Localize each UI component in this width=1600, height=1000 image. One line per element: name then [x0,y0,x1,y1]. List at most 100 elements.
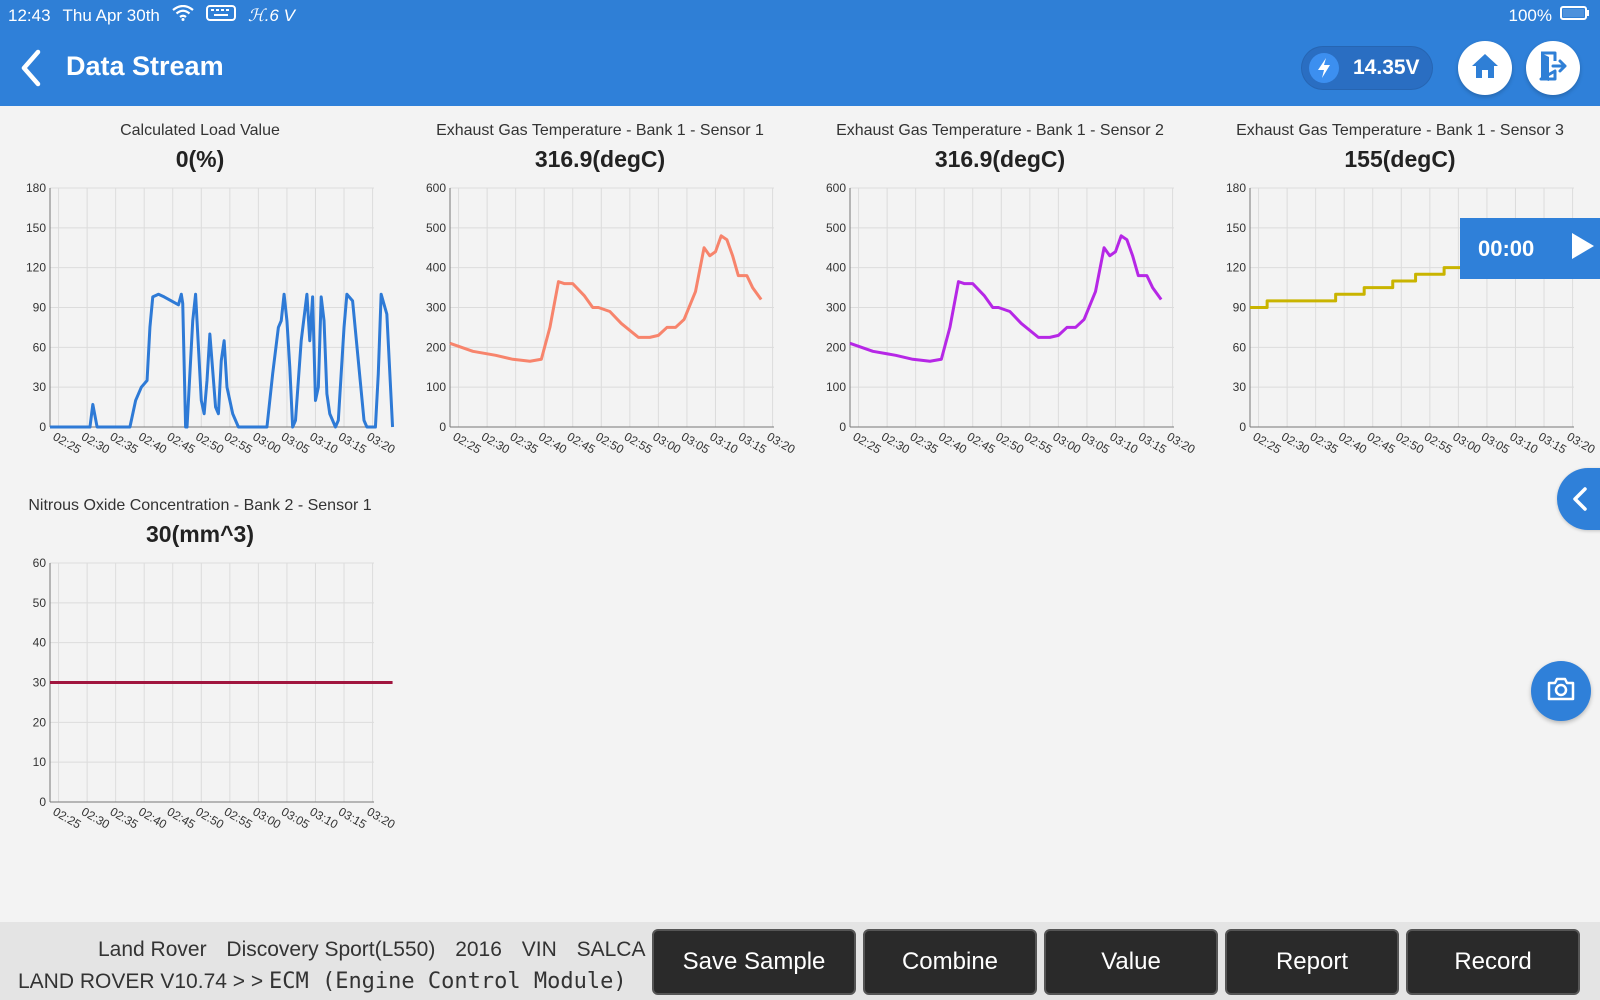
y-tick-label: 400 [826,261,846,275]
x-tick-label: 03:00 [650,429,683,456]
chart-plot: 0 30 60 90 120 150 180 02:2502:3002:3502:4002:4… [26,181,398,457]
x-tick-label: 03:05 [679,429,712,456]
x-tick-label: 02:25 [1251,429,1284,456]
x-tick-label: 03:20 [1165,429,1198,456]
battery-voltage-value: 14.35V [1353,56,1420,79]
x-tick-label: 02:40 [1336,429,1369,456]
x-tick-label: 02:50 [993,429,1026,456]
x-tick-label: 03:15 [336,804,369,831]
x-tick-label: 02:35 [908,429,941,456]
report-button[interactable]: Report [1225,929,1399,995]
series-line [50,292,395,429]
x-tick-label: 02:25 [851,429,884,456]
value-button[interactable]: Value [1044,929,1218,995]
record-timer-button[interactable]: 00:00 [1460,218,1600,279]
breadcrumb: LAND ROVER V10.74 > > ECM (Engine Contro… [18,969,627,994]
x-tick-label: 02:30 [79,804,112,831]
chart-plot: 010203040506002:2502:3002:3502:4002:4502… [33,556,398,832]
x-tick-label: 02:35 [1308,429,1341,456]
x-tick-label: 03:15 [736,429,769,456]
status-date: Thu Apr 30th [62,5,160,25]
chart-current-value: 155(degC) [1344,146,1456,172]
side-panel-toggle[interactable] [1557,468,1600,530]
x-tick-label: 02:40 [136,804,169,831]
x-tick-label: 02:35 [508,429,541,456]
y-tick-label: 300 [826,301,846,315]
series-line [449,234,763,363]
exit-icon [1537,51,1569,86]
x-tick-label: 03:15 [1136,429,1169,456]
chart-egt-bank1-sensor2[interactable]: Exhaust Gas Temperature - Bank 1 - Senso… [800,122,1200,472]
x-tick-label: 02:25 [451,429,484,456]
y-tick-label: 30 [33,676,47,690]
series-line [849,234,1163,363]
vehicle-make: Land Rover [98,938,207,961]
chart-plot: 010020030040050060002:2502:3002:3502:400… [826,181,1198,457]
y-tick-label: 10 [33,755,47,769]
y-tick-label: 150 [26,221,46,235]
x-tick-label: 02:55 [222,429,255,456]
vehicle-info: Land Rover Discovery Sport(L550) 2016 VI… [98,938,646,962]
chart-title: Nitrous Oxide Concentration - Bank 2 - S… [28,497,372,514]
back-button[interactable] [16,48,48,88]
x-tick-label: 02:45 [165,429,198,456]
x-tick-label: 02:45 [1365,429,1398,456]
chart-nox-bank2-sensor1[interactable]: Nitrous Oxide Concentration - Bank 2 - S… [0,497,400,847]
x-tick-label: 02:40 [536,429,569,456]
chart-current-value: 30(mm^3) [145,521,255,547]
chart-calculated-load[interactable]: Calculated Load Value 0(%) 0 30 60 90 120 150… [0,122,400,472]
y-tick-label: 150 [1226,221,1246,235]
x-tick-label: 03:05 [279,804,312,831]
y-tick-label: 200 [426,340,446,354]
x-tick-label: 02:45 [965,429,998,456]
x-tick-label: 03:15 [1536,429,1569,456]
screenshot-button[interactable] [1531,661,1591,721]
x-tick-label: 02:55 [222,804,255,831]
combine-button[interactable]: Combine [863,929,1037,995]
camera-icon [1546,676,1576,707]
x-tick-label: 02:50 [193,429,226,456]
x-tick-label: 03:05 [279,429,312,456]
save-sample-button[interactable]: Save Sample [652,929,856,995]
x-tick-label: 02:35 [108,429,141,456]
chart-title: Exhaust Gas Temperature - Bank 1 - Senso… [1236,122,1564,139]
chart-egt-bank1-sensor1[interactable]: Exhaust Gas Temperature - Bank 1 - Senso… [400,122,800,472]
x-tick-label: 03:10 [707,429,740,456]
y-tick-label: 180 [26,181,46,195]
y-tick-label: 0 [1239,420,1246,434]
lightning-icon [1309,53,1339,83]
battery-voltage-badge: 14.35V [1301,46,1433,90]
x-tick-label: 03:20 [365,429,398,456]
y-tick-label: 0 [39,795,46,809]
x-tick-label: 02:55 [1022,429,1055,456]
x-tick-label: 02:30 [1279,429,1312,456]
x-tick-label: 02:30 [79,429,112,456]
x-tick-label: 03:05 [1479,429,1512,456]
x-tick-label: 02:35 [108,804,141,831]
y-tick-label: 200 [826,340,846,354]
y-tick-label: 400 [426,261,446,275]
x-tick-label: 02:55 [1422,429,1455,456]
chart-current-value: 316.9(degC) [934,146,1066,172]
x-tick-label: 02:50 [1393,429,1426,456]
chart-egt-bank1-sensor3[interactable]: Exhaust Gas Temperature - Bank 1 - Senso… [1200,122,1600,472]
y-tick-label: 120 [1226,261,1246,275]
vin-label: VIN [521,938,557,961]
status-voltage: ℋ.6 V [247,5,295,25]
chart-current-value: 0(%) [175,146,225,172]
status-time: 12:43 [8,5,51,25]
y-tick-label: 600 [826,181,846,195]
record-button[interactable]: Record [1406,929,1580,995]
x-tick-label: 02:25 [51,804,84,831]
x-tick-label: 03:10 [1107,429,1140,456]
y-tick-label: 120 [26,261,46,275]
y-tick-label: 60 [33,340,47,354]
x-tick-label: 02:25 [51,429,84,456]
y-tick-label: 0 [839,420,846,434]
exit-button[interactable] [1526,41,1580,95]
x-tick-label: 03:00 [1050,429,1083,456]
x-tick-label: 02:45 [565,429,598,456]
x-tick-label: 03:20 [765,429,798,456]
x-tick-label: 02:45 [165,804,198,831]
home-button[interactable] [1458,41,1512,95]
